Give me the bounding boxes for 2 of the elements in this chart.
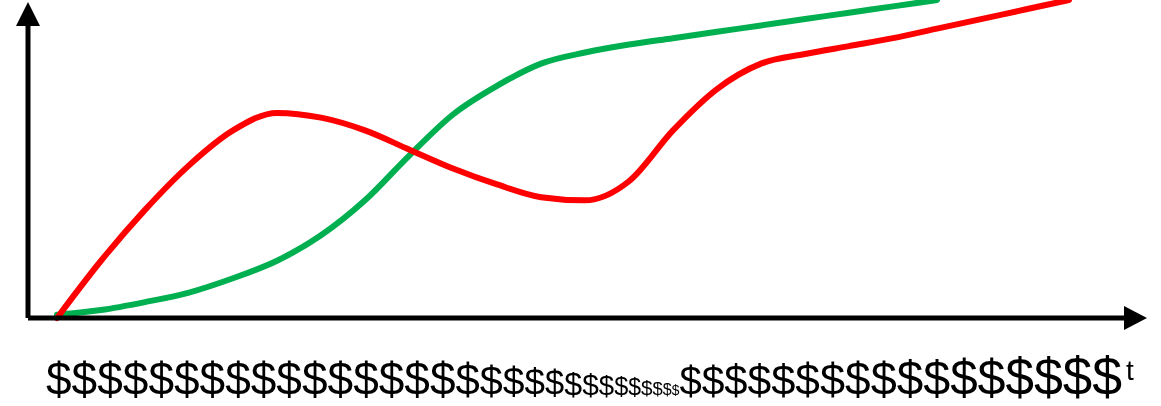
x-axis-title: t xyxy=(1126,355,1134,386)
text: $$$$$$$$$$$$$$$$$$$$$$$$$$$$$$$$$$$$$$$$$$$$$$$ xyxy=(46,346,1122,406)
